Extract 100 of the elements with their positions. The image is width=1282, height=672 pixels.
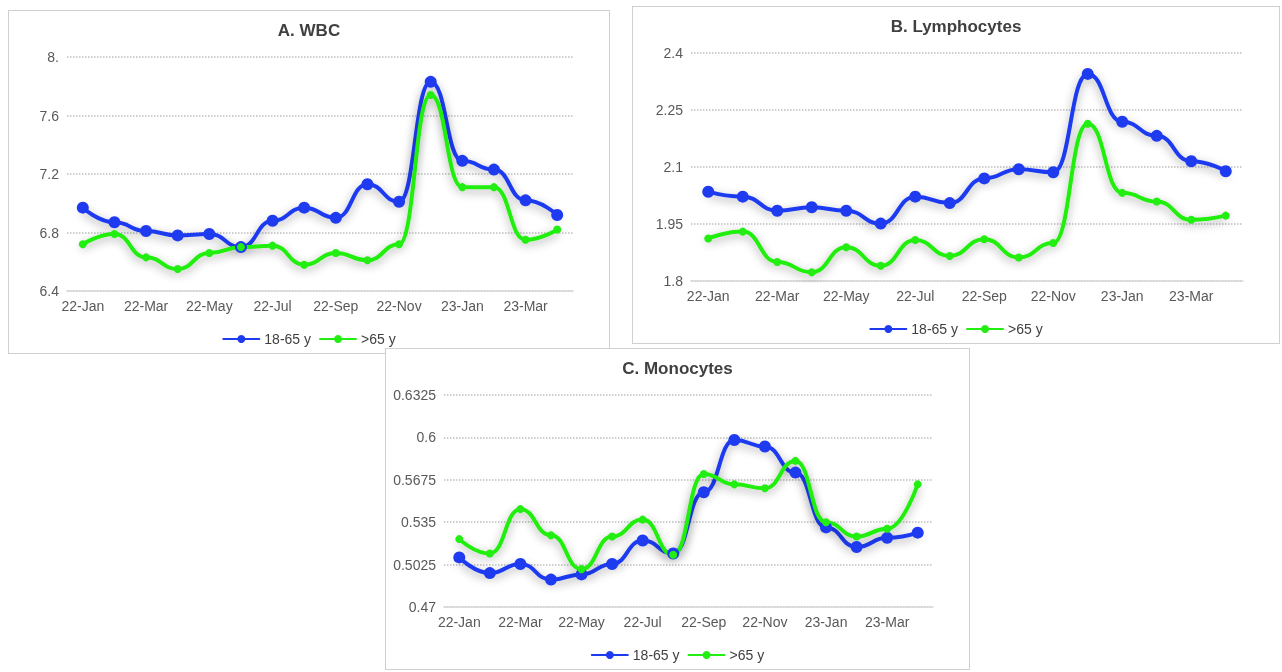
point [395,240,404,249]
x-tick-label: 22-Nov [742,614,788,630]
x-tick-label: 23-Jan [440,298,484,314]
point [489,183,498,192]
point [78,240,87,249]
point [553,225,562,234]
y-tick-label: 6.4 [39,283,60,299]
point [840,204,853,217]
point [943,197,956,210]
point [911,235,920,244]
point [361,178,374,191]
point [876,261,885,270]
point [516,505,525,514]
x-tick-label: 22-Sep [961,288,1008,304]
x-tick-label: 22-Mar [755,288,800,304]
point [1014,253,1023,262]
point [1116,115,1129,128]
point [453,551,466,564]
point [483,567,496,580]
chart-title: C. Monocytes [622,359,733,378]
point [760,484,769,493]
x-tick-label: 23-Jan [804,614,848,630]
point [1083,119,1092,128]
point [874,217,887,230]
point [1221,211,1230,220]
point [171,229,184,242]
point [1049,239,1058,247]
point [608,532,617,541]
point [773,258,782,266]
point [978,172,991,185]
point [300,260,309,269]
y-tick-label: 0.6 [416,429,437,446]
point [699,469,708,478]
x-tick-label: 22-May [822,288,870,304]
x-tick-label: 22-Sep [313,298,359,314]
point [108,216,121,229]
point [426,91,435,100]
point [363,256,372,265]
y-tick-label: 6.8 [39,224,60,241]
x-tick-label: 22-Jan [686,288,730,304]
point [546,531,555,540]
point [173,265,182,274]
point [142,253,151,262]
point [1150,129,1163,142]
point [807,268,816,277]
x-tick-label: 22-Jul [623,614,662,630]
x-tick-label: 23-Mar [864,614,910,630]
point [331,248,340,257]
legend-label: >65 y [1008,321,1043,337]
y-tick-label: 0.5675 [393,471,437,488]
point [913,480,922,489]
y-tick-label: 2.4 [663,45,684,61]
y-tick-label: 2.1 [663,159,684,175]
x-tick-label: 22-Jul [896,288,935,304]
y-tick-label: 0.47 [408,599,437,615]
point [577,565,586,574]
x-tick-label: 23-Mar [503,298,549,314]
x-tick-label: 22-May [185,298,233,314]
point [850,540,863,553]
point [268,241,277,250]
point [738,227,747,236]
point [393,195,406,208]
legend-label: 18-65 y [264,331,312,347]
point [1012,163,1025,176]
point [1081,67,1094,80]
point [771,204,784,217]
point [909,190,922,203]
point [485,549,494,558]
y-tick-label: 1.95 [655,216,684,232]
point [730,480,739,489]
x-tick-label: 22-Jul [253,298,292,314]
point [519,194,532,207]
point [266,214,279,227]
point [456,154,469,167]
point [544,573,557,586]
point [636,534,649,547]
y-tick-label: 7.6 [39,107,60,124]
y-tick-label: 2.25 [655,102,684,118]
point [702,185,715,198]
point [521,235,530,244]
point [881,531,894,544]
y-tick-label: 1.8 [663,273,684,289]
point [76,201,89,214]
x-tick-label: 22-Nov [376,298,422,314]
point [980,235,989,244]
point [852,532,861,541]
y-tick-label: 0.535 [400,514,437,531]
point [842,243,851,252]
x-tick-label: 22-Mar [123,298,169,314]
legend-label: 18-65 y [632,647,680,663]
y-tick-label: 0.6325 [393,387,437,403]
x-tick-label: 22-Jan [61,298,105,314]
point [704,234,713,243]
x-tick-label: 22-May [558,614,605,630]
x-tick-label: 22-Jan [437,614,481,630]
point [945,251,954,260]
legend-label: >65 y [729,647,765,663]
point [329,211,342,224]
point [140,225,153,238]
legend-label: >65 y [361,331,396,347]
